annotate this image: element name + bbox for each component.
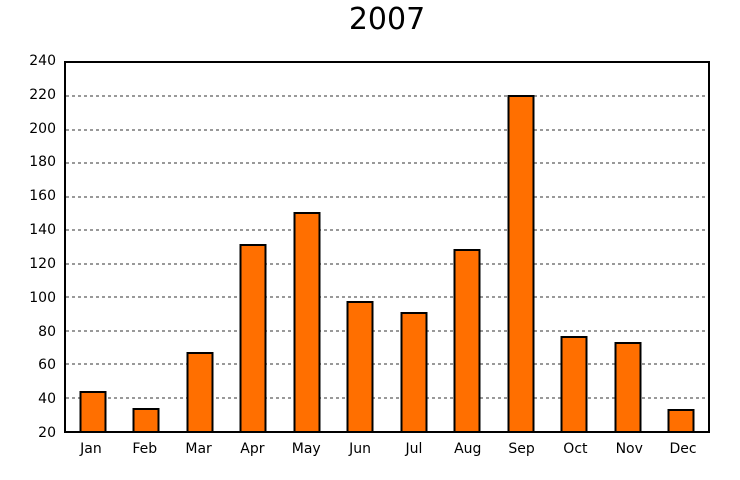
bar-jul bbox=[400, 312, 428, 431]
y-tick-label: 20 bbox=[38, 425, 56, 441]
y-tick-label: 100 bbox=[29, 289, 56, 306]
x-tick-label-mar: Mar bbox=[185, 441, 212, 457]
x-tick-label-jun: Jun bbox=[349, 441, 372, 457]
y-tick-label: 160 bbox=[29, 188, 56, 205]
plot-area bbox=[64, 61, 710, 433]
bars-layer bbox=[66, 63, 708, 431]
x-tick-label-oct: Oct bbox=[563, 441, 588, 457]
y-tick-label: 200 bbox=[29, 120, 56, 137]
gridlines-layer bbox=[66, 63, 708, 431]
chart-title: 2007 bbox=[348, 2, 426, 37]
x-tick-label-dec: Dec bbox=[669, 441, 697, 457]
y-tick-label: 140 bbox=[29, 222, 56, 239]
y-tick-label: 220 bbox=[29, 86, 56, 103]
x-tick-label-feb: Feb bbox=[132, 441, 158, 457]
y-axis: 20 40 60 80 100 120 140 160 180 200 220 240 bbox=[0, 53, 56, 441]
y-tick-label: 180 bbox=[29, 154, 56, 171]
bar-oct bbox=[560, 335, 588, 431]
x-axis: Jan Feb Mar Apr May Jun Jul Aug Sep Oct Nov Dec bbox=[64, 440, 710, 458]
bar-jan bbox=[79, 390, 107, 431]
bar-feb bbox=[132, 407, 160, 431]
x-tick-label-apr: Apr bbox=[240, 441, 265, 457]
bar-nov bbox=[614, 342, 642, 431]
gridline bbox=[66, 229, 708, 232]
bar-apr bbox=[239, 243, 267, 431]
y-tick-label: 120 bbox=[29, 255, 56, 272]
gridline bbox=[66, 195, 708, 198]
gridline bbox=[66, 396, 708, 399]
x-tick-label-aug: Aug bbox=[454, 441, 482, 457]
bar-jun bbox=[346, 300, 374, 431]
gridline bbox=[66, 296, 708, 299]
x-tick-label-sep: Sep bbox=[508, 441, 535, 457]
gridline bbox=[66, 128, 708, 131]
y-tick-label: 240 bbox=[29, 53, 56, 69]
bar-aug bbox=[453, 248, 481, 431]
bar-mar bbox=[186, 352, 214, 431]
x-tick-label-may: May bbox=[291, 441, 321, 457]
x-tick-label-jan: Jan bbox=[80, 441, 102, 457]
x-tick-label-jul: Jul bbox=[405, 441, 423, 457]
bar-may bbox=[293, 211, 321, 431]
bar-sep bbox=[507, 94, 535, 431]
y-tick-label: 40 bbox=[38, 391, 56, 408]
y-tick-label: 80 bbox=[38, 323, 56, 340]
gridline bbox=[66, 262, 708, 265]
bar-dec bbox=[667, 409, 695, 431]
gridline bbox=[66, 329, 708, 332]
x-tick-label-nov: Nov bbox=[615, 441, 643, 457]
gridline bbox=[66, 162, 708, 165]
y-tick-label: 60 bbox=[38, 357, 56, 374]
gridline bbox=[66, 363, 708, 366]
gridline bbox=[66, 95, 708, 98]
